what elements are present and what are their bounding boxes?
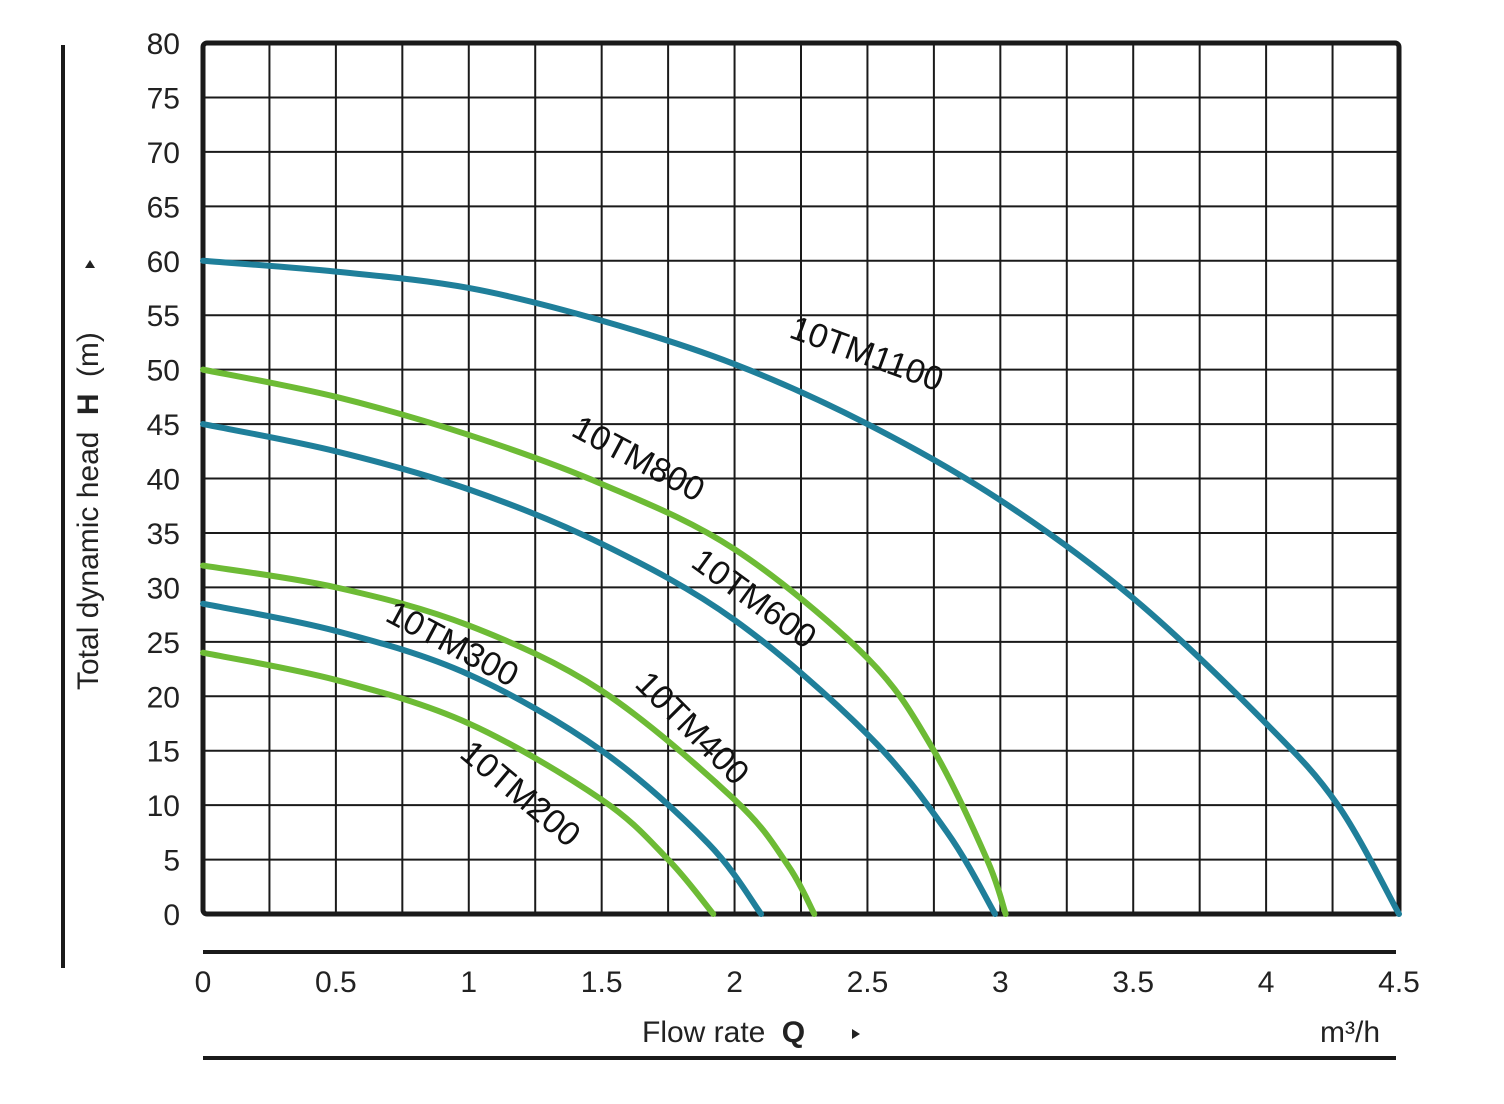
x-tick-label: 2.5	[847, 966, 889, 999]
y-tick-label: 50	[147, 355, 180, 388]
curve-10TM400	[200, 562, 818, 917]
curve-label-10TM400: 10TM400	[628, 664, 756, 792]
x-tick-labels: 0 0.5 1 1.5 2 2.5 3 3.5 4 4.5	[195, 966, 1420, 999]
x-tick-label: 4	[1258, 966, 1275, 999]
y-axis-arrow-icon	[85, 260, 95, 268]
y-axis-symbol: H	[72, 393, 105, 415]
y-tick-label: 25	[147, 627, 180, 660]
curve-10TM300	[200, 600, 765, 917]
y-tick-label: 75	[147, 82, 180, 115]
y-axis-unit: (m)	[72, 332, 105, 377]
y-tick-label: 20	[147, 681, 180, 714]
x-tick-label: 1.5	[581, 966, 623, 999]
x-tick-label: 3.5	[1112, 966, 1154, 999]
curves	[200, 257, 1402, 917]
x-tick-label: 1	[460, 966, 477, 999]
y-tick-label: 80	[147, 28, 180, 61]
y-tick-label: 45	[147, 409, 180, 442]
x-tick-label: 0.5	[315, 966, 357, 999]
curve-10TM600	[200, 421, 999, 917]
plot-frame	[200, 40, 1402, 917]
y-tick-label: 55	[147, 300, 180, 333]
x-axis-unit: m³/h	[1320, 1016, 1380, 1049]
y-tick-label: 5	[163, 845, 180, 878]
x-tick-label: 0	[195, 966, 212, 999]
curve-10TM200	[200, 649, 717, 917]
y-tick-label: 40	[147, 464, 180, 497]
y-tick-label: 15	[147, 736, 180, 769]
curve-labels: 10TM110010TM80010TM60010TM40010TM30010TM…	[380, 309, 948, 855]
y-tick-labels: 0 5 10 15 20 25 30 35 40 45 50 55 60 65 70 75 80	[147, 28, 180, 932]
y-axis-title: Total dynamic head H (m)	[72, 332, 105, 690]
x-tick-label: 3	[992, 966, 1009, 999]
y-tick-label: 30	[147, 572, 180, 605]
y-tick-label: 70	[147, 137, 180, 170]
y-tick-label: 60	[147, 246, 180, 279]
x-axis-title: Flow rate Q	[642, 1016, 805, 1049]
x-axis-title-text: Flow rate	[642, 1016, 765, 1049]
x-tick-label: 2	[726, 966, 743, 999]
y-tick-label: 0	[163, 899, 180, 932]
y-tick-label: 35	[147, 518, 180, 551]
y-axis-title-text: Total dynamic head	[72, 432, 105, 691]
curve-10TM1100	[200, 257, 1402, 917]
x-axis-arrow-icon	[852, 1029, 860, 1039]
y-tick-label: 10	[147, 790, 180, 823]
x-axis-symbol: Q	[782, 1016, 805, 1049]
grid	[203, 43, 1399, 914]
curve-10TM800	[200, 366, 1009, 917]
x-tick-label: 4.5	[1378, 966, 1420, 999]
y-tick-label: 65	[147, 191, 180, 224]
